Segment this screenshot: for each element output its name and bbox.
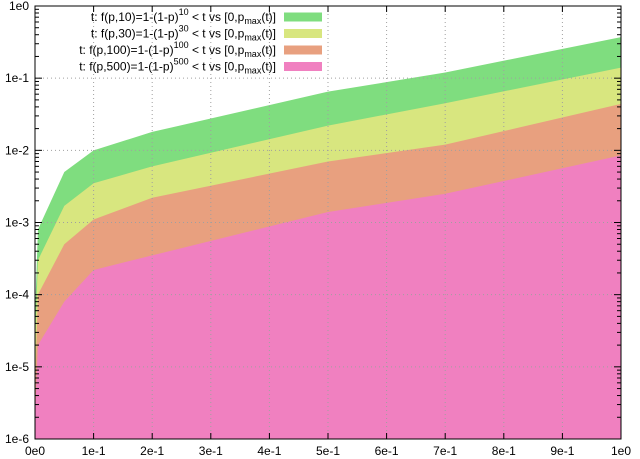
y-tick-label: 1e-1	[5, 71, 29, 85]
y-tick-label: 1e-2	[5, 143, 29, 157]
x-tick-label: 0e0	[25, 444, 45, 458]
legend-swatch	[284, 29, 322, 38]
y-tick-label: 1e-3	[5, 216, 29, 230]
legend: t: f(p,10)=1-(1-p)10 < t vs [0,pmax(t)]t…	[79, 7, 322, 76]
y-tick-label: 1e-4	[5, 288, 29, 302]
legend-label: t: f(p,10)=1-(1-p)10 < t vs [0,pmax(t)]	[91, 7, 276, 26]
x-tick-label: 7e-1	[433, 444, 457, 458]
x-tick-label: 1e-1	[82, 444, 106, 458]
x-tick-label: 3e-1	[199, 444, 223, 458]
x-tick-label: 5e-1	[316, 444, 340, 458]
legend-swatch	[284, 12, 322, 22]
x-tick-label: 6e-1	[375, 444, 399, 458]
legend-label: t: f(p,30)=1-(1-p)30 < t vs [0,pmax(t)]	[91, 24, 276, 43]
x-tick-label: 1e0	[611, 444, 631, 458]
y-tick-label: 1e-6	[5, 432, 29, 446]
axes-layer: 0e0 1e-1 2e-1 3e-1 4e-1 5e-1 6e-1 7e-1 8e-1 9e-1 1…	[5, 0, 631, 458]
x-tick-label: 9e-1	[550, 444, 574, 458]
x-tick-label: 4e-1	[257, 444, 281, 458]
legend-item-4: t: f(p,500)=1-(1-p)500 < t vs [0,pmax(t)…	[79, 57, 322, 76]
legend-swatch	[284, 45, 322, 55]
legend-item-3: t: f(p,100)=1-(1-p)100 < t vs [0,pmax(t)…	[79, 40, 322, 59]
areas-layer	[35, 37, 621, 440]
legend-item-1: t: f(p,10)=1-(1-p)10 < t vs [0,pmax(t)]	[91, 7, 322, 26]
grid-layer	[35, 6, 621, 439]
legend-label: t: f(p,500)=1-(1-p)500 < t vs [0,pmax(t)…	[79, 57, 276, 76]
legend-item-2: t: f(p,30)=1-(1-p)30 < t vs [0,pmax(t)]	[91, 24, 322, 43]
x-tick-label: 2e-1	[140, 444, 164, 458]
x-tick-label: 8e-1	[492, 444, 516, 458]
legend-swatch	[284, 62, 322, 71]
y-tick-label: 1e-5	[5, 360, 29, 374]
y-tick-label: 1e0	[9, 0, 29, 13]
legend-label: t: f(p,100)=1-(1-p)100 < t vs [0,pmax(t)…	[79, 40, 276, 59]
area-series-4	[35, 155, 621, 439]
